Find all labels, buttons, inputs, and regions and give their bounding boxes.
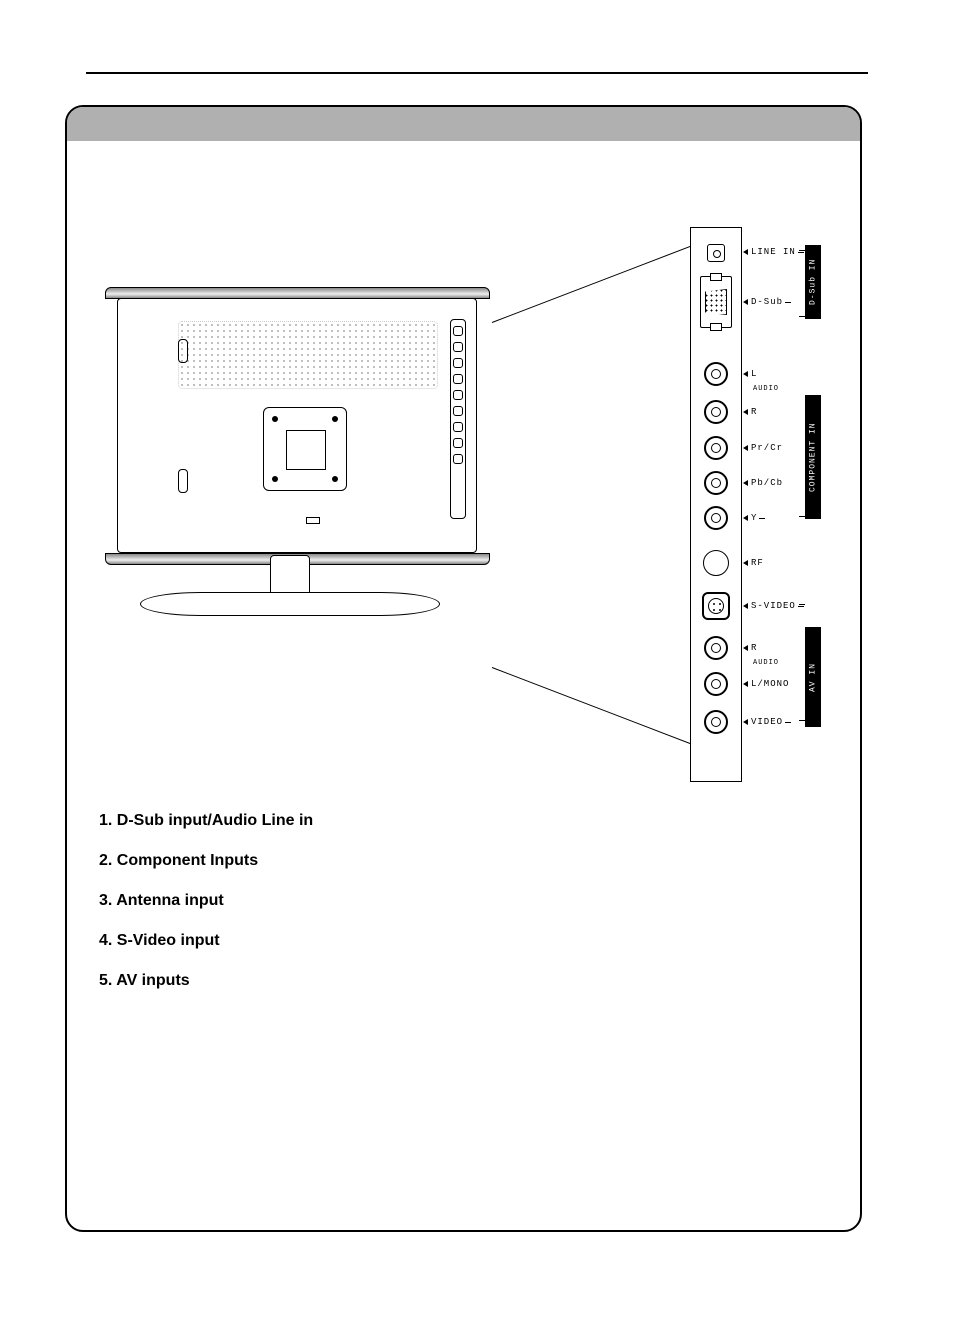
label-av-audio-word: AUDIO bbox=[753, 659, 779, 668]
rca-jack-icon bbox=[704, 400, 728, 424]
tv-side-port-strip bbox=[450, 319, 466, 519]
label-pr: Pr/Cr bbox=[743, 443, 783, 453]
list-item: 5. AV inputs bbox=[99, 973, 313, 989]
tv-cable-slot bbox=[306, 517, 320, 524]
strip-slot-icon bbox=[453, 422, 463, 432]
label-dsub: D-Sub bbox=[743, 297, 791, 307]
tv-stand-base bbox=[140, 592, 440, 616]
tv-vent-grille bbox=[178, 321, 438, 389]
port-rf bbox=[691, 550, 741, 576]
strip-slot-icon bbox=[453, 342, 463, 352]
rca-jack-icon bbox=[704, 636, 728, 660]
bracket-tick bbox=[799, 604, 805, 605]
label-text: R bbox=[751, 407, 757, 417]
list-item: 2. Component Inputs bbox=[99, 853, 313, 869]
strip-slot-icon bbox=[453, 390, 463, 400]
vesa-screw-icon bbox=[332, 476, 338, 482]
label-audio-r: R bbox=[743, 407, 757, 417]
port-audio-r bbox=[691, 400, 741, 424]
port-svideo bbox=[691, 592, 741, 620]
port-panel bbox=[690, 227, 742, 782]
label-text: L/MONO bbox=[751, 679, 789, 689]
rca-jack-icon bbox=[704, 471, 728, 495]
label-text: L bbox=[751, 369, 757, 379]
strip-slot-icon bbox=[453, 358, 463, 368]
label-text: LINE IN bbox=[751, 247, 796, 257]
vesa-screw-icon bbox=[332, 416, 338, 422]
port-av-video bbox=[691, 710, 741, 734]
badge-text: COMPONENT IN bbox=[809, 422, 818, 492]
bracket-tick bbox=[799, 316, 805, 317]
group-badge-dsub: D-Sub IN bbox=[805, 245, 821, 319]
rf-coax-icon bbox=[703, 550, 729, 576]
tv-vesa-plate bbox=[263, 407, 347, 491]
label-text: AUDIO bbox=[753, 385, 779, 393]
leader-line bbox=[492, 667, 716, 754]
strip-slot-icon bbox=[453, 454, 463, 464]
panel-header-bar bbox=[67, 107, 860, 141]
bracket-tick bbox=[799, 720, 805, 721]
tv-side-tab bbox=[178, 469, 188, 493]
label-text: AUDIO bbox=[753, 659, 779, 667]
strip-slot-icon bbox=[453, 406, 463, 416]
port-pb bbox=[691, 471, 741, 495]
list-item: 1. D-Sub input/Audio Line in bbox=[99, 813, 313, 829]
label-y: Y bbox=[743, 513, 765, 523]
bracket-tick bbox=[799, 516, 805, 517]
strip-slot-icon bbox=[453, 374, 463, 384]
list-item: 4. S-Video input bbox=[99, 933, 313, 949]
port-dsub bbox=[691, 276, 741, 328]
bracket-tick bbox=[799, 250, 805, 251]
rca-jack-icon bbox=[704, 672, 728, 696]
label-text: Pr/Cr bbox=[751, 443, 783, 453]
figure-panel: LINE IN D-Sub L AUDIO R Pr/Cr Pb/Cb Y RF… bbox=[65, 105, 862, 1232]
label-audio-l: L bbox=[743, 369, 757, 379]
port-y bbox=[691, 506, 741, 530]
top-horizontal-rule bbox=[86, 72, 868, 74]
rca-jack-icon bbox=[704, 710, 728, 734]
badge-text: D-Sub IN bbox=[809, 259, 818, 305]
vesa-screw-icon bbox=[272, 476, 278, 482]
label-text: VIDEO bbox=[751, 717, 783, 727]
label-line-in: LINE IN bbox=[743, 247, 804, 257]
strip-slot-icon bbox=[453, 438, 463, 448]
figure-area: LINE IN D-Sub L AUDIO R Pr/Cr Pb/Cb Y RF… bbox=[87, 167, 840, 827]
rca-jack-icon bbox=[704, 436, 728, 460]
label-rf: RF bbox=[743, 558, 764, 568]
label-audio-word: AUDIO bbox=[753, 385, 779, 394]
group-badge-component: COMPONENT IN bbox=[805, 395, 821, 519]
label-video: VIDEO bbox=[743, 717, 791, 727]
label-text: R bbox=[751, 643, 757, 653]
vesa-screw-icon bbox=[272, 416, 278, 422]
group-badge-av: AV IN bbox=[805, 627, 821, 727]
port-audio-l bbox=[691, 362, 741, 386]
port-line-in bbox=[691, 244, 741, 262]
audio-jack-icon bbox=[707, 244, 725, 262]
rca-jack-icon bbox=[704, 506, 728, 530]
svideo-connector-icon bbox=[702, 592, 730, 620]
label-svideo: S-VIDEO bbox=[743, 601, 804, 611]
port-av-audio-r bbox=[691, 636, 741, 660]
leader-line bbox=[492, 242, 700, 322]
tv-side-tab bbox=[178, 339, 188, 363]
label-text: RF bbox=[751, 558, 764, 568]
rca-jack-icon bbox=[704, 362, 728, 386]
label-text: D-Sub bbox=[751, 297, 783, 307]
label-pb: Pb/Cb bbox=[743, 478, 783, 488]
label-av-r: R bbox=[743, 643, 757, 653]
tv-frame-body bbox=[117, 298, 477, 553]
list-item: 3. Antenna input bbox=[99, 893, 313, 909]
port-av-audio-lmono bbox=[691, 672, 741, 696]
port-pr bbox=[691, 436, 741, 460]
strip-slot-icon bbox=[453, 326, 463, 336]
tv-rear-sketch bbox=[95, 287, 500, 667]
label-text: Y bbox=[751, 513, 757, 523]
tv-vesa-inner bbox=[286, 430, 326, 470]
label-av-lmono: L/MONO bbox=[743, 679, 789, 689]
label-text: Pb/Cb bbox=[751, 478, 783, 488]
dsub-connector-icon bbox=[700, 276, 732, 328]
badge-text: AV IN bbox=[809, 663, 818, 692]
label-text: S-VIDEO bbox=[751, 601, 796, 611]
connector-list: 1. D-Sub input/Audio Line in 2. Componen… bbox=[99, 813, 313, 1013]
